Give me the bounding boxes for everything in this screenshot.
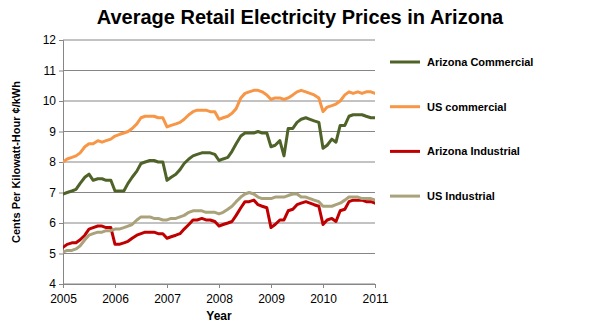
y-tick: 5 (49, 247, 63, 261)
grid-line (63, 40, 375, 41)
y-tick-label: 10 (43, 94, 57, 108)
y-tick-mark (59, 132, 63, 133)
legend-swatch (390, 150, 420, 153)
x-tick-mark (323, 284, 324, 288)
x-tick-label: 2009 (258, 292, 285, 306)
y-tick-label: 8 (49, 155, 56, 169)
x-tick-label: 2007 (154, 292, 181, 306)
legend-label: US commercial (427, 101, 506, 113)
legend-swatch (390, 105, 420, 108)
y-tick: 6 (49, 216, 63, 230)
series-line (63, 90, 375, 162)
x-tick-mark (219, 284, 220, 288)
legend-label: Arizona Industrial (427, 145, 520, 157)
x-tick-label: 2008 (206, 292, 233, 306)
y-tick: 12 (43, 33, 63, 47)
chart: Average Retail Electricity Prices in Ari… (0, 0, 593, 327)
legend-label: US Industrial (427, 190, 495, 202)
grid-line (63, 192, 375, 193)
y-tick-mark (59, 284, 63, 285)
y-tick-label: 12 (43, 33, 57, 47)
y-tick: 4 (49, 277, 63, 291)
x-tick-mark (271, 284, 272, 288)
y-tick: 9 (49, 125, 63, 139)
x-axis-line (64, 285, 376, 289)
x-tick: 2008 (206, 284, 233, 306)
x-tick: 2007 (154, 284, 181, 306)
legend-swatch (390, 195, 420, 198)
plot-area (63, 90, 375, 252)
legend-item: US Industrial (390, 190, 495, 202)
x-axis-title: Year (206, 309, 232, 323)
y-tick: 10 (43, 94, 63, 108)
grid-line (63, 70, 375, 71)
grid-line (63, 223, 375, 224)
x-tick: 2006 (102, 284, 129, 306)
y-tick-label: 9 (49, 125, 56, 139)
x-tick-label: 2005 (50, 292, 77, 306)
legend-item: Arizona Industrial (390, 145, 520, 157)
x-tick: 2010 (310, 284, 337, 306)
series-line (63, 193, 375, 252)
x-tick: 2009 (258, 284, 285, 306)
y-tick-label: 4 (49, 277, 56, 291)
y-axis-title: Cents Per Kilowatt-Hour ¢/kWh (10, 81, 22, 243)
x-tick-label: 2006 (102, 292, 129, 306)
y-tick-label: 6 (49, 216, 56, 230)
x-tick-label: 2010 (310, 292, 337, 306)
x-axis: 2005 2006 2007 2008 2009 2010 2011 (50, 284, 389, 306)
y-tick: 11 (44, 64, 63, 78)
x-tick: 2011 (363, 284, 389, 306)
y-tick-mark (59, 254, 63, 255)
title: Average Retail Electricity Prices in Ari… (97, 6, 504, 28)
x-tick-mark (115, 284, 116, 288)
legend-item: US commercial (390, 101, 506, 113)
x-tick-label: 2011 (363, 292, 389, 306)
y-tick-mark (59, 101, 63, 102)
y-tick-mark (59, 223, 63, 224)
y-axis-line (59, 41, 64, 285)
legend-item: Arizona Commercial (390, 56, 533, 68)
y-tick: 7 (49, 186, 63, 200)
grid-line (63, 101, 375, 102)
y-tick-label: 5 (49, 247, 56, 261)
legend-swatch (390, 61, 420, 64)
y-tick-label: 11 (44, 64, 57, 78)
x-tick-mark (375, 284, 376, 288)
y-tick-mark (59, 162, 63, 163)
legend: Arizona Commercial US commercial Arizona I… (390, 56, 533, 202)
y-tick-mark (59, 71, 63, 72)
y-axis: 4 5 6 7 8 9 10 11 12 (43, 33, 64, 291)
series-line (63, 115, 375, 194)
grid-line (63, 253, 375, 254)
y-tick: 8 (49, 155, 63, 169)
y-tick-label: 7 (49, 186, 56, 200)
x-tick: 2005 (50, 284, 77, 306)
x-tick-mark (63, 284, 64, 288)
grid (63, 40, 375, 284)
grid-line (63, 131, 375, 132)
y-tick-mark (59, 40, 63, 41)
legend-label: Arizona Commercial (427, 56, 533, 68)
x-tick-mark (167, 284, 168, 288)
y-tick-mark (59, 193, 63, 194)
